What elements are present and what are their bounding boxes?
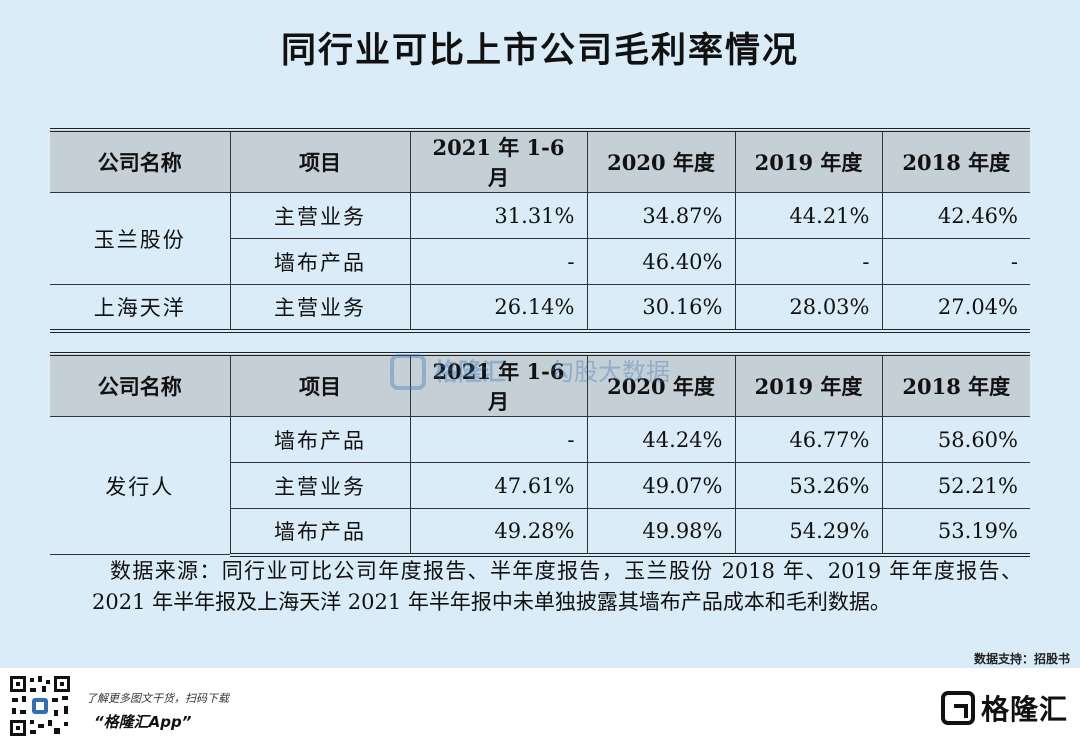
- company-name: 上海天洋: [50, 284, 231, 333]
- value-cell: 47.61%: [409, 462, 588, 509]
- table-header-row: 公司名称 项目 2021 年 1-6 月 2020 年度 2019 年度 201…: [50, 352, 1030, 417]
- item-name: 墙布产品: [229, 416, 411, 463]
- gelonghui-logo-icon: [940, 691, 975, 725]
- brand-logo: 格隆汇: [940, 688, 1068, 728]
- app-name: “格隆汇App”: [94, 713, 192, 731]
- table-row: 玉兰股份 主营业务 31.31% 34.87% 44.21% 42.46%: [50, 192, 1030, 285]
- table-row: 上海天洋 主营业务 26.14% 30.16% 28.03% 27.04%: [50, 284, 1030, 333]
- header-2019: 2019 年度: [734, 352, 883, 417]
- header-company: 公司名称: [50, 352, 231, 417]
- table-row: 墙布产品 - 46.40% - -: [50, 238, 1030, 285]
- header-company: 公司名称: [50, 128, 231, 193]
- header-2018: 2018 年度: [881, 128, 1030, 193]
- header-2021h1: 2021 年 1-6 月: [409, 128, 588, 193]
- value-cell: 34.87%: [586, 192, 736, 239]
- item-name: 主营业务: [230, 462, 411, 509]
- item-name: 墙布产品: [230, 508, 411, 557]
- item-name: 主营业务: [229, 284, 411, 333]
- item-name: 主营业务: [229, 192, 411, 239]
- value-cell: 54.29%: [734, 508, 883, 557]
- value-cell: 26.14%: [409, 284, 588, 333]
- table-row: 发行人 墙布产品 - 44.24% 46.77% 58.60%: [50, 416, 1030, 555]
- value-cell: 46.77%: [734, 416, 883, 463]
- value-cell: 52.21%: [881, 462, 1030, 509]
- qr-code-icon[interactable]: [8, 674, 72, 738]
- header-2020: 2020 年度: [586, 128, 736, 193]
- value-cell: 46.40%: [586, 238, 736, 285]
- value-cell: 53.19%: [881, 508, 1030, 557]
- value-cell: 58.60%: [881, 416, 1030, 463]
- table-row: 主营业务 47.61% 49.07% 53.26% 52.21%: [50, 462, 1030, 509]
- value-cell: 31.31%: [409, 192, 588, 239]
- value-cell: -: [881, 238, 1030, 285]
- value-cell: 53.26%: [734, 462, 883, 509]
- footer-bar: [0, 668, 1080, 747]
- table-header-row: 公司名称 项目 2021 年 1-6 月 2020 年度 2019 年度 201…: [50, 128, 1030, 193]
- data-support: 数据支持：招股书: [973, 652, 1070, 666]
- value-cell: 44.24%: [586, 416, 736, 463]
- company-name: 发行人: [50, 416, 231, 555]
- header-2021h1: 2021 年 1-6 月: [409, 352, 588, 417]
- value-cell: 42.46%: [881, 192, 1030, 239]
- header-item: 项目: [229, 352, 411, 417]
- header-2018: 2018 年度: [881, 352, 1030, 417]
- brand-name: 格隆汇: [980, 693, 1068, 726]
- source-note: 数据来源：同行业可比公司年度报告、半年度报告，玉兰股份 2018 年、2019 …: [92, 559, 1022, 614]
- value-cell: 28.03%: [734, 284, 883, 333]
- value-cell: -: [734, 238, 883, 285]
- company-name: 玉兰股份: [50, 192, 231, 285]
- value-cell: 30.16%: [586, 284, 736, 333]
- value-cell: 44.21%: [734, 192, 883, 239]
- value-cell: 49.98%: [586, 508, 736, 557]
- value-cell: -: [409, 238, 588, 285]
- page-title: 同行业可比上市公司毛利率情况: [280, 31, 799, 71]
- value-cell: 49.07%: [586, 462, 736, 509]
- margin-table-peers: 公司名称 项目 2021 年 1-6 月 2020 年度 2019 年度 201…: [50, 128, 1030, 333]
- margin-table-issuer: 公司名称 项目 2021 年 1-6 月 2020 年度 2019 年度 201…: [50, 352, 1030, 557]
- item-name: 墙布产品: [230, 238, 411, 285]
- value-cell: 49.28%: [409, 508, 588, 557]
- promo-text: 了解更多图文干货，扫码下载: [86, 692, 229, 705]
- header-2019: 2019 年度: [734, 128, 883, 193]
- header-item: 项目: [229, 128, 411, 193]
- value-cell: 27.04%: [881, 284, 1030, 333]
- value-cell: -: [409, 416, 588, 463]
- table-row: 墙布产品 49.28% 49.98% 54.29% 53.19%: [50, 508, 1030, 557]
- header-2020: 2020 年度: [586, 352, 736, 417]
